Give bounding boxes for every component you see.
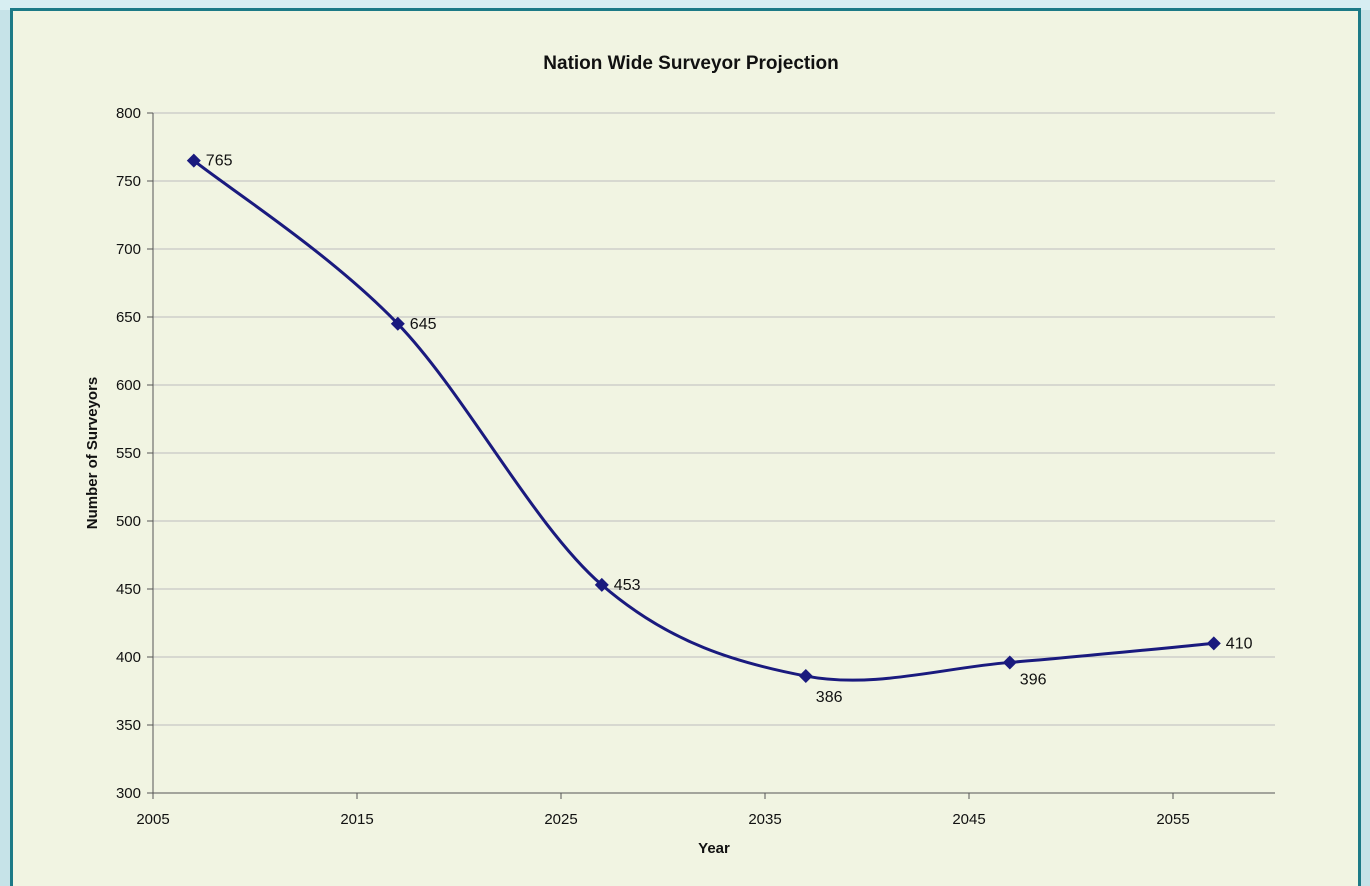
y-tick-label-750: 750 [116,173,141,190]
series-line [192,159,1214,682]
y-tick-label-300: 300 [116,785,141,802]
data-point-2007 [186,153,201,168]
y-tick-label-800: 800 [116,105,141,122]
y-tick-label-700: 700 [116,241,141,258]
x-tick-label-2035: 2035 [748,811,781,828]
x-tick-label-2055: 2055 [1156,811,1189,828]
data-point-2037 [798,669,813,684]
data-point-2017 [390,316,405,331]
x-tick-label-2045: 2045 [952,811,985,828]
data-label-2047: 396 [1020,671,1047,688]
data-labels: 765 645 453 386 396 410 [206,153,1253,706]
y-tick-label-550: 550 [116,445,141,462]
y-tick-label-600: 600 [116,377,141,394]
data-point-2047 [1002,655,1017,670]
y-axis-title: Number of Surveyors [84,377,101,530]
data-label-2007: 765 [206,153,233,170]
y-tick-label-500: 500 [116,513,141,530]
y-tick-label-650: 650 [116,309,141,326]
x-axis-ticks: 2005 2015 2025 2035 2045 2055 [136,793,1190,828]
x-axis-title: Year [698,840,730,857]
x-tick-label-2005: 2005 [136,811,169,828]
data-label-2057: 410 [1226,635,1253,652]
y-axis-ticks: 300 350 400 450 500 550 600 650 700 750 800 [116,105,153,802]
y-tick-label-350: 350 [116,717,141,734]
data-label-2027: 453 [614,577,641,594]
x-tick-label-2025: 2025 [544,811,577,828]
gridlines [153,112,1275,726]
x-tick-label-2015: 2015 [340,811,373,828]
slide-background-strip [0,0,1370,10]
data-markers [186,153,1221,684]
y-tick-label-400: 400 [116,649,141,666]
chart-frame [10,8,1361,886]
y-tick-label-450: 450 [116,581,141,598]
chart-title: Nation Wide Surveyor Projection [543,53,838,74]
data-point-2027 [594,577,609,592]
data-label-2017: 645 [410,316,437,333]
data-label-2037: 386 [816,689,843,706]
data-point-2057 [1206,636,1221,651]
